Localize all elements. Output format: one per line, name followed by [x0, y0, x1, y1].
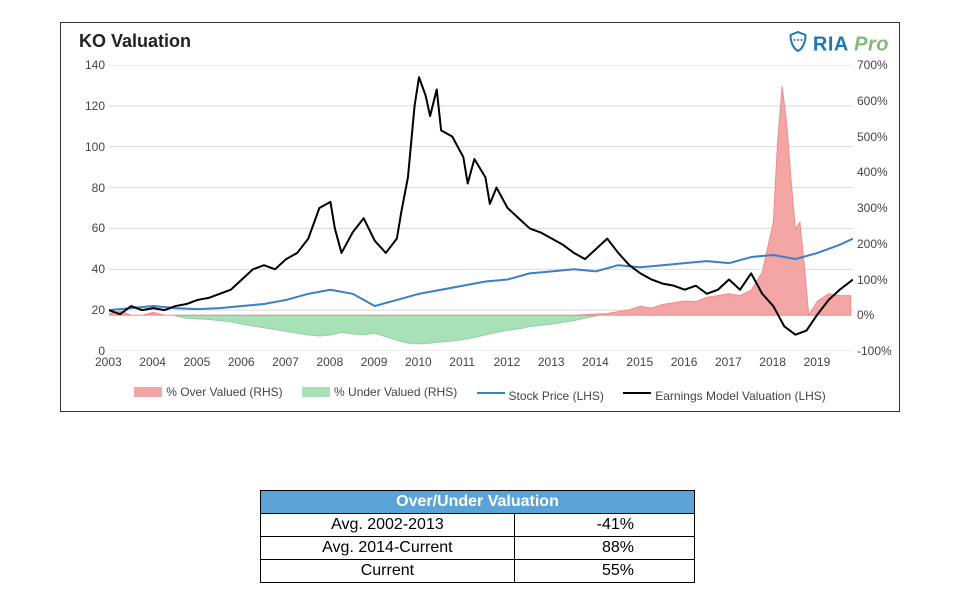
table-row-label: Current [261, 560, 515, 583]
x-tick-label: 2019 [804, 355, 831, 369]
table-row: Current55% [261, 560, 695, 583]
y-left-tick-label: 20 [92, 303, 105, 317]
legend-swatch-overvalued [134, 387, 162, 397]
legend-item-undervalued: % Under Valued (RHS) [302, 385, 457, 399]
x-tick-label: 2009 [361, 355, 388, 369]
x-tick-label: 2013 [538, 355, 565, 369]
y-right-tick-label: 0% [857, 308, 874, 322]
y-right-tick-label: 500% [857, 130, 888, 144]
x-tick-label: 2012 [494, 355, 521, 369]
legend-label-undervalued: % Under Valued (RHS) [334, 385, 457, 399]
legend-item-stockprice: Stock Price (LHS) [477, 389, 604, 403]
legend-item-overvalued: % Over Valued (RHS) [134, 385, 282, 399]
chart-plot-area [109, 65, 853, 351]
table-row-value: -41% [514, 514, 694, 537]
legend-label-stockprice: Stock Price (LHS) [509, 389, 604, 403]
table-row: Avg. 2002-2013-41% [261, 514, 695, 537]
chart-legend: % Over Valued (RHS) % Under Valued (RHS)… [121, 385, 839, 403]
page-root: KO Valuation RIA Pro 020406080100120140 … [0, 0, 954, 615]
y-right-tick-label: 400% [857, 165, 888, 179]
x-tick-label: 2018 [759, 355, 786, 369]
x-tick-label: 2015 [626, 355, 653, 369]
legend-line-earnings [623, 392, 651, 394]
y-left-tick-label: 120 [85, 99, 105, 113]
valuation-chart-card: KO Valuation RIA Pro 020406080100120140 … [60, 22, 900, 412]
x-tick-label: 2010 [405, 355, 432, 369]
area-under_valued_rhs [175, 315, 596, 344]
table-row-value: 55% [514, 560, 694, 583]
y-right-tick-label: 200% [857, 237, 888, 251]
x-tick-label: 2011 [449, 355, 475, 369]
y-left-tick-label: 40 [92, 262, 105, 276]
legend-label-overvalued: % Over Valued (RHS) [166, 385, 282, 399]
y-left-tick-label: 60 [92, 221, 105, 235]
logo-text-ria: RIA [813, 33, 848, 55]
table-header-row: Over/Under Valuation [261, 491, 695, 514]
x-tick-label: 2003 [95, 355, 122, 369]
table-header: Over/Under Valuation [261, 491, 695, 514]
logo-text-pro: Pro [854, 33, 889, 55]
y-right-tick-label: -100% [857, 344, 892, 358]
legend-swatch-undervalued [302, 387, 330, 397]
ria-pro-logo: RIA Pro [787, 31, 889, 59]
table-row-label: Avg. 2014-Current [261, 537, 515, 560]
legend-item-earnings: Earnings Model Valuation (LHS) [623, 389, 826, 403]
x-tick-label: 2005 [184, 355, 211, 369]
y-left-tick-label: 100 [85, 140, 105, 154]
x-tick-label: 2007 [272, 355, 299, 369]
valuation-summary-table: Over/Under Valuation Avg. 2002-2013-41%A… [260, 490, 695, 583]
x-tick-label: 2004 [139, 355, 166, 369]
y-left-tick-label: 140 [85, 58, 105, 72]
table-row-label: Avg. 2002-2013 [261, 514, 515, 537]
y-right-tick-label: 100% [857, 273, 888, 287]
table-row: Avg. 2014-Current88% [261, 537, 695, 560]
area-over_valued_rhs [109, 86, 851, 315]
x-tick-label: 2017 [715, 355, 742, 369]
x-tick-label: 2014 [582, 355, 609, 369]
legend-line-stockprice [477, 392, 505, 394]
y-right-tick-label: 700% [857, 58, 888, 72]
x-tick-label: 2008 [316, 355, 343, 369]
y-right-tick-label: 600% [857, 94, 888, 108]
table-row-value: 88% [514, 537, 694, 560]
logo-badge-icon [787, 31, 809, 59]
y-right-tick-label: 300% [857, 201, 888, 215]
chart-title: KO Valuation [79, 31, 191, 52]
legend-label-earnings: Earnings Model Valuation (LHS) [655, 389, 826, 403]
x-tick-label: 2016 [671, 355, 698, 369]
x-tick-label: 2006 [228, 355, 255, 369]
y-left-tick-label: 80 [92, 181, 105, 195]
